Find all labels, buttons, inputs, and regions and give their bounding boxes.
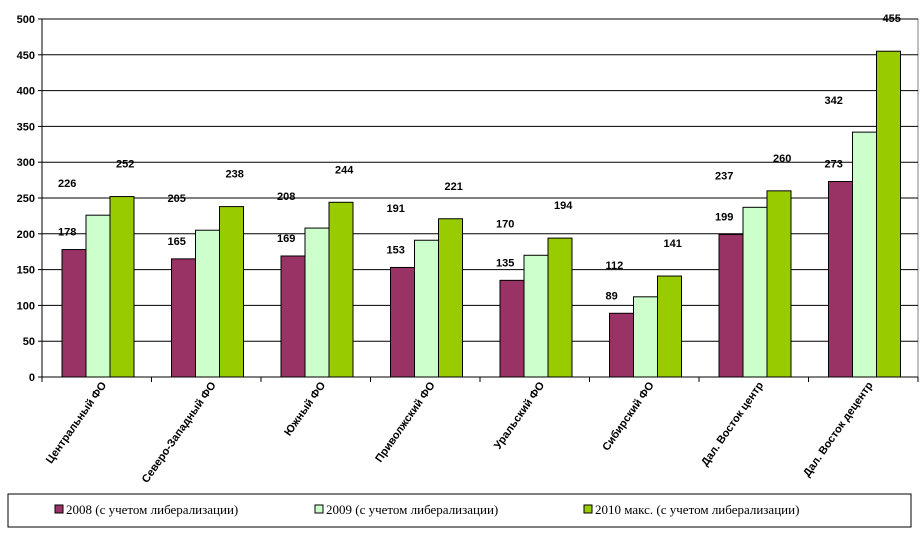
- x-tick-label: Дал. Восток децентр: [801, 380, 876, 480]
- data-label: 226: [58, 178, 76, 190]
- data-label: 244: [335, 164, 354, 176]
- legend-label: 2008 (с учетом либерализации): [66, 502, 238, 517]
- data-label: 342: [825, 95, 843, 107]
- y-tick-label: 150: [17, 265, 35, 277]
- bar: [876, 50, 901, 378]
- data-label: 165: [168, 236, 186, 248]
- data-label: 194: [554, 200, 573, 212]
- x-tick-label: Приволжский ФО: [373, 379, 438, 464]
- data-label: 191: [387, 203, 405, 215]
- bar: [219, 206, 244, 378]
- bar: [414, 239, 439, 378]
- bar: [523, 254, 549, 378]
- data-label: 153: [387, 244, 405, 256]
- x-tick-label: Сибирский ФО: [600, 379, 657, 453]
- data-label: 205: [168, 193, 186, 205]
- data-label: 169: [277, 233, 295, 245]
- data-label: 260: [773, 153, 791, 165]
- x-tick-label: Центральный ФО: [44, 379, 110, 465]
- bar: [195, 229, 220, 378]
- data-label: 273: [825, 159, 843, 171]
- data-labels: 178 165 169 153 135 89 199 273 226 205 208 191 170 11…: [58, 13, 901, 302]
- bar: [171, 258, 196, 378]
- bar: [657, 275, 682, 378]
- y-tick-label: 300: [17, 157, 35, 169]
- bar: [438, 218, 463, 378]
- legend-box: [7, 493, 912, 528]
- legend-swatch: [583, 504, 593, 514]
- data-label: 135: [496, 257, 514, 269]
- data-label: 455: [883, 13, 901, 25]
- data-label: 252: [116, 159, 134, 171]
- data-label: 89: [606, 290, 618, 302]
- bar: [328, 201, 354, 378]
- bar: [85, 214, 111, 378]
- y-tick-label: 400: [17, 86, 35, 98]
- bar: [633, 296, 658, 378]
- bar: [742, 206, 768, 378]
- legend-label: 2009 (с учетом либерализации): [326, 502, 498, 517]
- y-tick-label: 100: [17, 300, 35, 312]
- legend-swatch: [54, 504, 64, 514]
- bar: [718, 234, 744, 378]
- legend-swatch: [314, 504, 324, 514]
- data-label: 221: [445, 181, 463, 193]
- y-tick-label: 0: [29, 372, 35, 384]
- bar: [109, 196, 135, 378]
- y-tick-label: 50: [23, 336, 35, 348]
- y-tick-label: 250: [17, 193, 35, 205]
- bar: [61, 249, 87, 378]
- bar: [766, 190, 792, 378]
- bar: [499, 279, 525, 378]
- x-tick-label: Южный ФО: [282, 379, 328, 438]
- y-axis: 0 50 100 150 200 250 300 350 400 450 500: [17, 14, 43, 384]
- bar: [547, 237, 573, 378]
- data-label: 141: [664, 238, 682, 250]
- data-label: 199: [715, 212, 733, 224]
- bars: [61, 50, 901, 378]
- legend: 2008 (с учетом либерализации) 2009 (с уче…: [7, 493, 912, 528]
- x-tick-label: Дал. Восток центр: [699, 380, 766, 469]
- bar: [304, 227, 330, 378]
- x-tick-label: Северо-Западный ФО: [140, 379, 219, 485]
- bar: [390, 266, 415, 378]
- data-label: 238: [226, 169, 244, 181]
- data-label: 112: [606, 260, 624, 272]
- x-tick-label: Уральский ФО: [492, 379, 547, 451]
- x-axis: Центральный ФО Северо-Западный ФО Южный ФО…: [41, 376, 919, 485]
- bar: [609, 312, 634, 378]
- y-tick-label: 350: [17, 121, 35, 133]
- y-tick-label: 500: [17, 14, 35, 26]
- data-label: 178: [58, 227, 76, 239]
- data-label: 208: [277, 191, 295, 203]
- bar: [280, 255, 306, 378]
- legend-label: 2010 макс. (с учетом либерализации): [595, 502, 799, 517]
- bar: [828, 181, 853, 378]
- data-label: 170: [496, 218, 514, 230]
- y-tick-label: 200: [17, 229, 35, 241]
- data-label: 237: [715, 170, 733, 182]
- y-tick-label: 450: [17, 50, 35, 62]
- bar: [852, 131, 877, 378]
